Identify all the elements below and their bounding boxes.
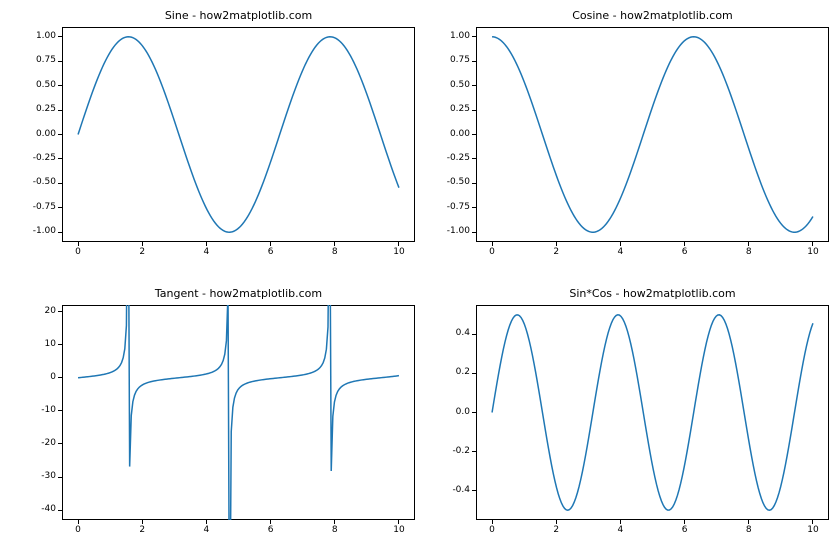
ytick-label: -0.4 (452, 485, 470, 495)
ytick-label: -0.50 (33, 177, 56, 187)
xtick-label: 2 (541, 247, 571, 257)
subplot-title: Sine - how2matplotlib.com (62, 9, 415, 22)
ytick-label: 0.4 (456, 328, 470, 338)
xtick-mark (78, 520, 79, 524)
xtick-label: 2 (541, 525, 571, 535)
xtick-label: 4 (191, 525, 221, 535)
xtick-mark (334, 520, 335, 524)
xtick-label: 10 (798, 525, 828, 535)
subplot-title: Cosine - how2matplotlib.com (476, 9, 829, 22)
xtick-mark (206, 520, 207, 524)
xtick-mark (492, 520, 493, 524)
xtick-mark (334, 242, 335, 246)
xtick-mark (142, 242, 143, 246)
ytick-label: -0.25 (33, 153, 56, 163)
line-series (78, 37, 399, 232)
curve-tangent (62, 305, 415, 520)
xtick-label: 6 (256, 525, 286, 535)
xtick-mark (748, 242, 749, 246)
ytick-label: 0 (50, 372, 56, 382)
xtick-label: 0 (477, 525, 507, 535)
xtick-mark (684, 520, 685, 524)
ytick-label: -1.00 (447, 226, 470, 236)
xtick-mark (812, 520, 813, 524)
subplot-title: Sin*Cos - how2matplotlib.com (476, 287, 829, 300)
ytick-label: 0.00 (450, 129, 470, 139)
xtick-label: 0 (477, 247, 507, 257)
line-series (492, 37, 813, 232)
xtick-label: 0 (63, 525, 93, 535)
ytick-label: 0.50 (450, 80, 470, 90)
xtick-mark (270, 242, 271, 246)
xtick-label: 10 (384, 247, 414, 257)
subplot-title: Tangent - how2matplotlib.com (62, 287, 415, 300)
xtick-label: 2 (127, 525, 157, 535)
subplot-sine: Sine - how2matplotlib.com0246810-1.00-0.… (62, 27, 415, 242)
xtick-mark (620, 242, 621, 246)
xtick-label: 6 (670, 247, 700, 257)
figure: Sine - how2matplotlib.com 0 2 4 6 8 10 -1.00 -0.… (0, 0, 840, 560)
xtick-label: 8 (320, 525, 350, 535)
ytick-label: -10 (41, 405, 56, 415)
ytick-label: 20 (45, 306, 56, 316)
xtick-mark (142, 520, 143, 524)
xtick-mark (492, 242, 493, 246)
ytick-label: -0.75 (33, 202, 56, 212)
ytick-label: -30 (41, 471, 56, 481)
xtick-label: 8 (734, 247, 764, 257)
ytick-label: 10 (45, 339, 56, 349)
ytick-label: -0.2 (452, 446, 470, 456)
subplot-sincos: Sin*Cos - how2matplotlib.com0246810-0.4-… (476, 305, 829, 520)
subplot-cosine: Cosine - how2matplotlib.com0246810-1.00-… (476, 27, 829, 242)
ytick-label: -0.50 (447, 177, 470, 187)
subplot-tangent: Tangent - how2matplotlib.com0246810-40-3… (62, 305, 415, 520)
xtick-label: 4 (605, 247, 635, 257)
xtick-mark (684, 242, 685, 246)
curve-sine (62, 27, 415, 242)
curve-sincos (476, 305, 829, 520)
xtick-label: 6 (670, 525, 700, 535)
xtick-mark (556, 520, 557, 524)
xtick-label: 0 (63, 247, 93, 257)
xtick-label: 8 (320, 247, 350, 257)
ytick-label: 0.25 (450, 104, 470, 114)
ytick-label: -0.75 (447, 202, 470, 212)
xtick-label: 10 (384, 525, 414, 535)
xtick-mark (398, 242, 399, 246)
ytick-label: 0.75 (450, 55, 470, 65)
xtick-label: 4 (191, 247, 221, 257)
ytick-label: 1.00 (450, 31, 470, 41)
curve-cosine (476, 27, 829, 242)
xtick-mark (270, 520, 271, 524)
ytick-label: 1.00 (36, 31, 56, 41)
xtick-label: 4 (605, 525, 635, 535)
ytick-label: 0.00 (36, 129, 56, 139)
ytick-label: 0.2 (456, 367, 470, 377)
ytick-label: -20 (41, 438, 56, 448)
xtick-label: 2 (127, 247, 157, 257)
xtick-label: 6 (256, 247, 286, 257)
xtick-label: 8 (734, 525, 764, 535)
xtick-mark (748, 520, 749, 524)
xtick-mark (398, 520, 399, 524)
ytick-label: 0.75 (36, 55, 56, 65)
xtick-label: 10 (798, 247, 828, 257)
xtick-mark (620, 520, 621, 524)
ytick-label: 0.50 (36, 80, 56, 90)
ytick-label: 0.0 (456, 407, 470, 417)
xtick-mark (78, 242, 79, 246)
xtick-mark (206, 242, 207, 246)
line-series (492, 315, 813, 510)
xtick-mark (556, 242, 557, 246)
xtick-mark (812, 242, 813, 246)
ytick-label: 0.25 (36, 104, 56, 114)
ytick-label: -0.25 (447, 153, 470, 163)
ytick-label: -1.00 (33, 226, 56, 236)
ytick-label: -40 (41, 504, 56, 514)
